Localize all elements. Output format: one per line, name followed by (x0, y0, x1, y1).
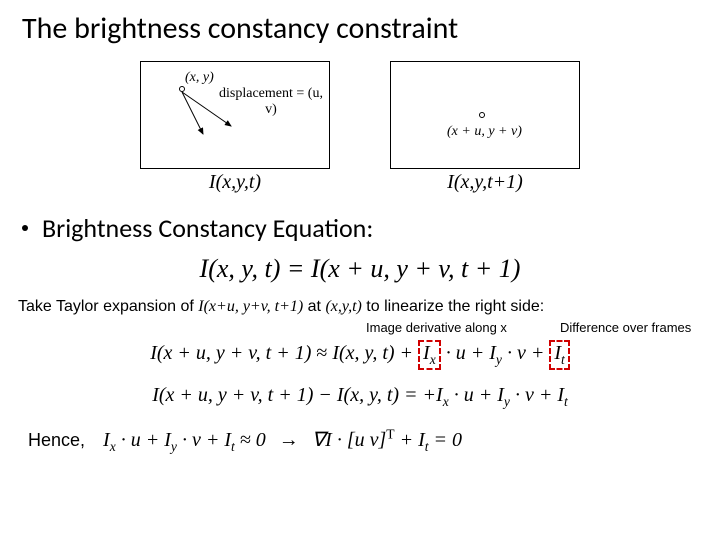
taylor-at: at (303, 298, 325, 315)
taylor-mid1: I(x+u, y+v, t+1) (198, 298, 303, 315)
equation-diff: I(x + u, y + v, t + 1) − I(x, y, t) = +I… (0, 384, 720, 410)
point-label-right: (x + u, y + v) (447, 124, 522, 140)
equation-main: I(x, y, t) = I(x + u, y + v, t + 1) (0, 254, 720, 284)
annotations-row: Image derivative along x Difference over… (0, 320, 720, 338)
slide-title: The brightness constancy constraint (0, 0, 720, 47)
figure-right-wrap: (x + u, y + v) I(x,y,t+1) (390, 61, 580, 194)
figure-left-box: (x, y) displacement = (u, v) (140, 61, 330, 169)
figure-left-wrap: (x, y) displacement = (u, v) I(x,y,t) (140, 61, 330, 194)
eq2-it-sub: t (561, 352, 565, 367)
eq2-mid1: · u + I (446, 342, 496, 364)
eq2-approx: ≈ (316, 342, 327, 364)
bullet-row: Brightness Constancy Equation: (22, 212, 720, 244)
eq2-mid2: · v + (507, 342, 544, 364)
red-box-ix: Ix (418, 340, 441, 370)
eq2-it: I (554, 342, 561, 364)
figure-right-label: I(x,y,t+1) (390, 171, 580, 194)
eq2-rhs-a: I(x, y, t) + (332, 342, 413, 364)
point-marker-right (479, 112, 485, 118)
bullet-dot-icon (22, 225, 28, 231)
figure-left-label: I(x,y,t) (140, 171, 330, 194)
hence-label: Hence, (28, 430, 85, 451)
annotation-left: Image derivative along x (366, 320, 507, 335)
equation-taylor-wrap: I(x + u, y + v, t + 1) ≈ I(x, y, t) + Ix… (0, 340, 720, 374)
eq2-iy-sub: y (496, 352, 502, 367)
taylor-suffix: to linearize the right side: (362, 298, 544, 315)
annotation-right: Difference over frames (560, 320, 691, 335)
eq4-part1: Ix · u + Iy · v + It ≈ 0 (103, 429, 266, 451)
equation-taylor: I(x + u, y + v, t + 1) ≈ I(x, y, t) + Ix… (150, 340, 570, 370)
taylor-prefix: Take Taylor expansion of (18, 298, 198, 315)
eq2-ix-sub: x (430, 352, 436, 367)
equation-final: Ix · u + Iy · v + It ≈ 0 → ∇I · [u v]T +… (103, 426, 462, 455)
arrows-svg (141, 62, 331, 170)
bullet-text: Brightness Constancy Equation: (42, 212, 373, 244)
hence-row: Hence, Ix · u + Iy · v + It ≈ 0 → ∇I · [… (28, 426, 720, 455)
eq2-ix: I (423, 342, 430, 364)
figures-row: (x, y) displacement = (u, v) I(x,y,t) (x… (0, 61, 720, 194)
red-box-it: It (549, 340, 569, 370)
taylor-line: Take Taylor expansion of I(x+u, y+v, t+1… (18, 298, 720, 316)
arrow-icon: → (271, 429, 307, 451)
eq4-part2: ∇I · [u v]T + It = 0 (312, 429, 462, 451)
eq2-lhs: I(x + u, y + v, t + 1) (150, 342, 311, 364)
taylor-mid2: (x,y,t) (325, 298, 361, 315)
figure-right-box: (x + u, y + v) (390, 61, 580, 169)
